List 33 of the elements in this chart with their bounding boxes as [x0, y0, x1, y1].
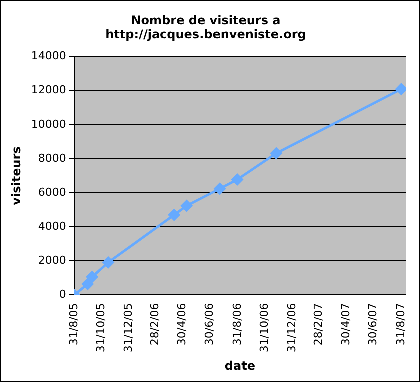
- y-tick-label: 12000: [31, 84, 66, 97]
- point: [168, 209, 180, 221]
- x-tick-label: 28/2/07: [312, 303, 325, 346]
- x-axis-title: date: [224, 358, 256, 373]
- y-tick-label: 10000: [31, 118, 66, 131]
- x-tick-label: 30/6/06: [203, 303, 216, 346]
- y-tick-label: 2000: [38, 254, 66, 267]
- point: [270, 148, 282, 160]
- x-tick-label: 31/10/05: [94, 303, 108, 353]
- x-tick-label: 31/10/06: [258, 303, 272, 353]
- point: [214, 183, 226, 195]
- x-tick-label: 30/4/07: [339, 303, 352, 346]
- point: [82, 278, 94, 290]
- x-tick-label: 31/12/05: [122, 303, 135, 353]
- x-tick-label: 30/6/07: [366, 303, 380, 346]
- y-tick-label: 6000: [38, 186, 66, 199]
- point: [102, 256, 114, 268]
- x-tick-label: 30/4/06: [176, 303, 189, 346]
- x-tick-label: 31/12/06: [285, 303, 298, 353]
- y-tick-label: 8000: [38, 152, 66, 165]
- point: [86, 271, 98, 283]
- x-tick-label: 31/8/07: [394, 303, 408, 346]
- y-tick-label: 14000: [31, 50, 66, 63]
- y-tick-label: 0: [59, 288, 66, 302]
- y-tick-label: 4000: [38, 220, 66, 233]
- x-tick-label: 31/8/05: [67, 303, 80, 346]
- chart-title: Nombre de visiteurs a http://jacques.benveniste.org: [106, 13, 306, 42]
- point: [232, 174, 244, 186]
- x-tick-label: 28/2/06: [148, 303, 162, 346]
- x-tick-label: 31/8/06: [230, 303, 244, 346]
- point: [181, 200, 193, 212]
- point: [396, 84, 406, 96]
- y-axis-title: visiteurs: [9, 146, 24, 206]
